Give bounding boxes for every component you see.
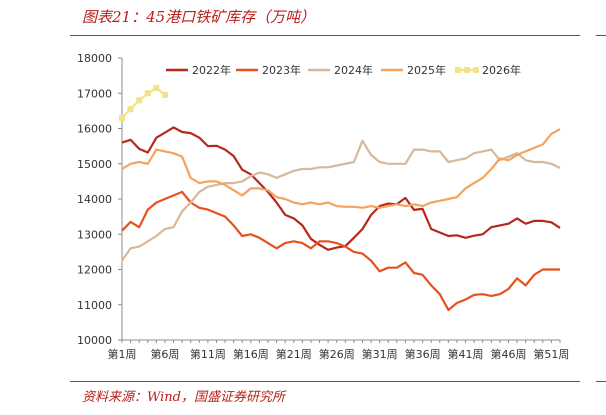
series-line-2024年	[121, 139, 561, 262]
y-tick-label: 12000	[77, 264, 112, 277]
x-tick-label: 第36周	[405, 347, 441, 361]
y-tick-label: 16000	[77, 123, 112, 136]
series-line-2022年	[121, 126, 561, 251]
legend-swatch-marker	[464, 67, 470, 73]
x-tick-label: 第46周	[490, 347, 526, 361]
legend-swatch-marker	[455, 67, 461, 73]
series-point-2026	[127, 106, 134, 113]
series-group	[119, 84, 561, 312]
bottom-rule-tail	[596, 381, 606, 382]
axes: 10000 11000 12000 13000 14000 15000 16000 17000…	[77, 52, 569, 361]
y-tick-label: 10000	[77, 334, 112, 347]
series-point-2026	[119, 114, 125, 121]
legend: 2022年 2023年 2024年 2025年 2026年	[166, 63, 521, 77]
legend-label: 2022年	[192, 63, 231, 77]
y-tick-label: 18000	[77, 52, 112, 65]
chart-title: 图表21：45港口铁矿库存（万吨）	[82, 8, 316, 26]
y-tick-label: 15000	[77, 158, 112, 171]
legend-swatch-marker	[473, 67, 479, 73]
x-tick-label: 第16周	[233, 347, 269, 361]
series-point-2026	[136, 97, 143, 104]
series-point-2026	[153, 84, 160, 91]
series-line-2023年	[121, 190, 560, 312]
x-tick-label: 第26周	[319, 347, 355, 361]
y-tick-label: 13000	[77, 228, 112, 241]
series-point-2026	[161, 92, 168, 99]
source-note: 资料来源：Wind，国盛证券研究所	[82, 390, 285, 405]
bottom-rule	[70, 381, 580, 382]
series-line-2025年	[121, 128, 561, 209]
legend-label: 2023年	[262, 63, 301, 77]
legend-label: 2025年	[407, 63, 446, 77]
top-rule	[70, 35, 580, 36]
y-tick-label: 11000	[77, 299, 112, 312]
series-point-2026	[144, 90, 151, 97]
y-tick-label: 17000	[77, 87, 112, 100]
x-tick-label: 第11周	[190, 347, 226, 361]
x-tick-label: 第6周	[150, 347, 179, 361]
legend-label: 2024年	[334, 63, 373, 77]
x-tick-label: 第41周	[448, 347, 484, 361]
x-tick-label: 第21周	[276, 347, 312, 361]
series-line-2026年	[121, 86, 166, 119]
x-tick-label: 第1周	[108, 347, 137, 361]
legend-label: 2026年	[482, 63, 521, 77]
x-tick-label: 第51周	[533, 347, 569, 361]
top-rule-tail	[596, 35, 606, 36]
y-tick-label: 14000	[77, 193, 112, 206]
x-tick-label: 第31周	[362, 347, 398, 361]
